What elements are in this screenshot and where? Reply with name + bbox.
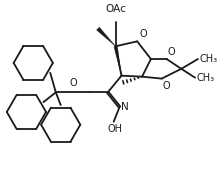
Text: CH₃: CH₃: [200, 54, 218, 64]
Text: O: O: [139, 29, 147, 39]
Text: O: O: [70, 78, 77, 88]
Polygon shape: [97, 27, 116, 46]
Text: O: O: [163, 81, 170, 91]
Text: OH: OH: [107, 124, 122, 134]
Text: N: N: [121, 102, 129, 112]
Text: OAc: OAc: [105, 4, 126, 14]
Polygon shape: [114, 46, 121, 76]
Text: CH₃: CH₃: [197, 73, 215, 83]
Text: O: O: [168, 47, 175, 57]
